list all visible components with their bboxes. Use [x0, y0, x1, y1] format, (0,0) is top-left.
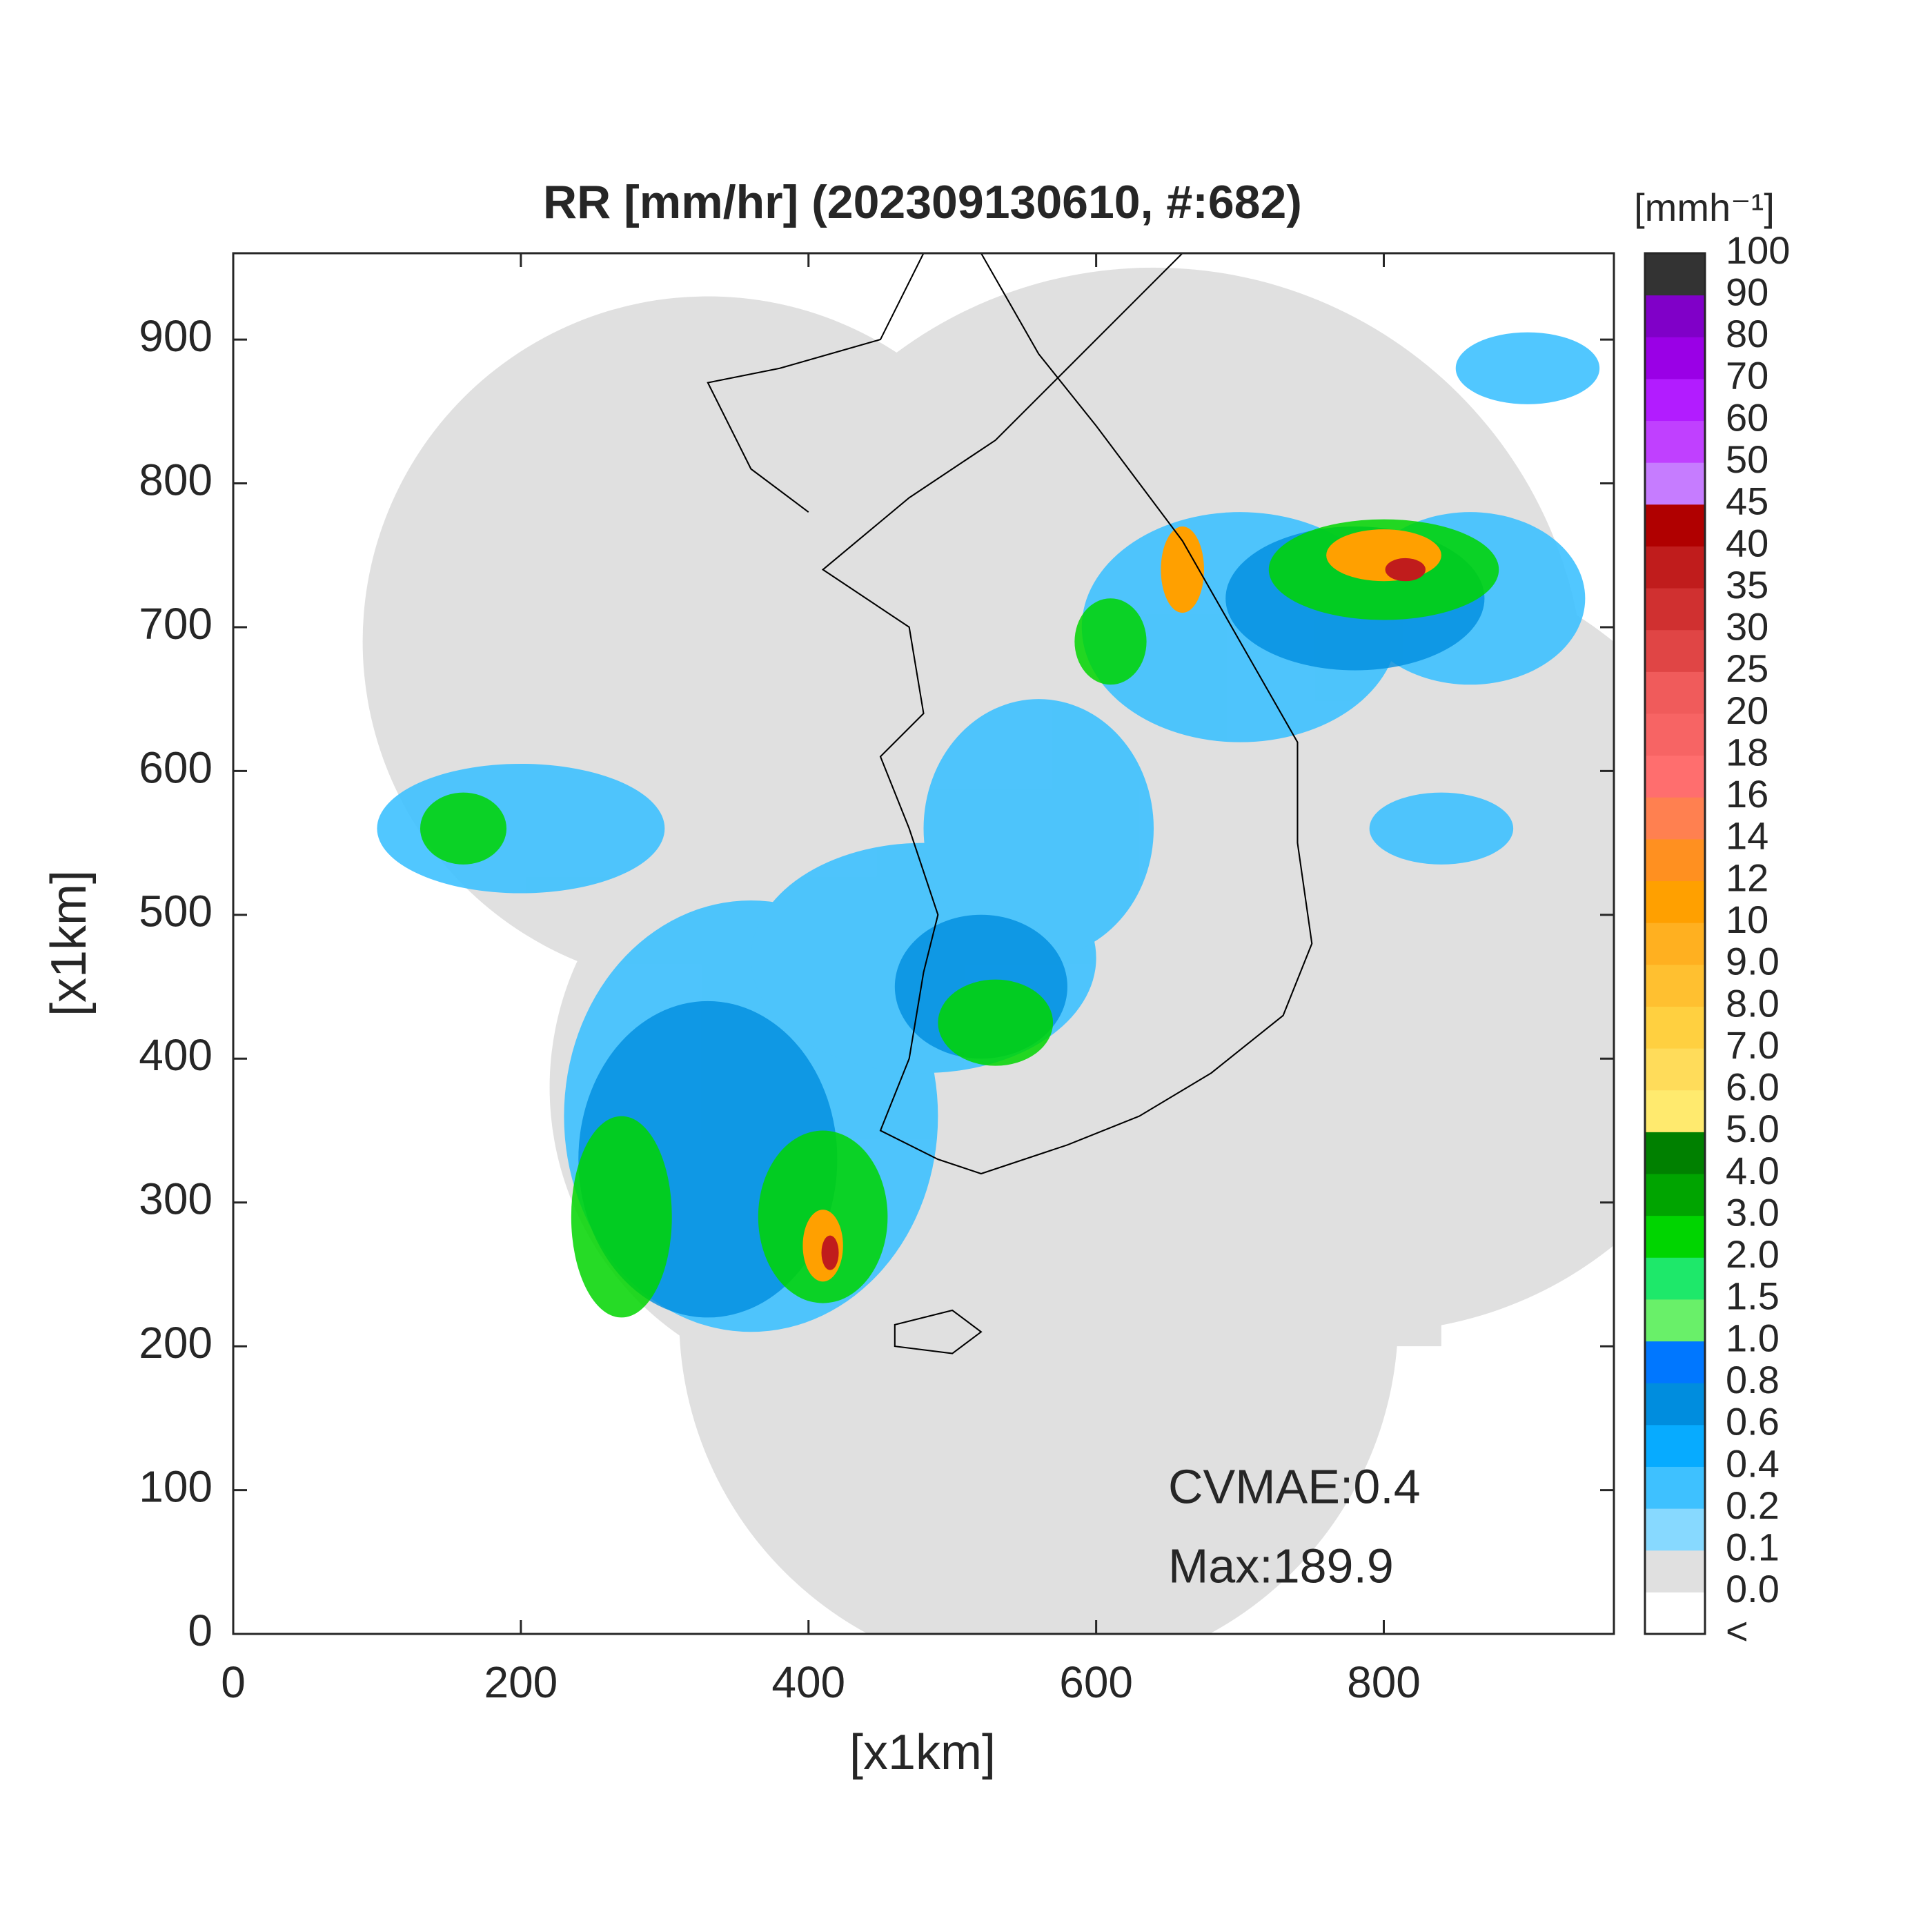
colorbar-label: 10 — [1726, 898, 1768, 941]
colorbar-unit: [mmh⁻¹] — [1634, 186, 1775, 229]
colorbar-label: 0.0 — [1726, 1567, 1780, 1610]
chart-title: RR [mm/hr] (202309130610, #:682) — [543, 176, 1302, 228]
colorbar-label: 0.1 — [1726, 1526, 1780, 1569]
colorbar-label: 70 — [1726, 354, 1768, 397]
y-tick-label: 600 — [139, 742, 213, 792]
rain-extreme — [821, 558, 1426, 1270]
colorbar-band — [1645, 1132, 1705, 1174]
colorbar-label: 0.8 — [1726, 1358, 1780, 1401]
x-tick-label: 0 — [221, 1657, 246, 1707]
colorbar-band — [1645, 1090, 1705, 1132]
colorbar-band — [1645, 1341, 1705, 1383]
colorbar-band — [1645, 1048, 1705, 1091]
colorbar-label: < — [1726, 1609, 1748, 1653]
y-tick-label: 700 — [139, 599, 213, 649]
colorbar-label: 30 — [1726, 605, 1768, 649]
colorbar-band — [1645, 253, 1705, 296]
colorbar-label: 80 — [1726, 312, 1768, 355]
colorbar-frame — [1644, 252, 1706, 1635]
colorbar-label: 5.0 — [1726, 1107, 1780, 1150]
colorbar-label: 6.0 — [1726, 1065, 1780, 1109]
colorbar-band — [1645, 337, 1705, 379]
colorbar-band — [1645, 629, 1705, 672]
colorbar-label: 3.0 — [1726, 1190, 1780, 1234]
x-tick-label: 400 — [771, 1657, 845, 1707]
colorbar-band — [1645, 1215, 1705, 1258]
colorbar-band — [1645, 964, 1705, 1007]
colorbar-label: 8.0 — [1726, 981, 1780, 1025]
y-tick-label: 0 — [188, 1606, 213, 1655]
colorbar-band — [1645, 1550, 1705, 1593]
x-tick-label: 600 — [1059, 1657, 1133, 1707]
colorbar-band — [1645, 880, 1705, 923]
colorbar-label: 2.0 — [1726, 1232, 1780, 1276]
y-tick-label: 900 — [139, 311, 213, 361]
annotation: Max:189.9 — [1168, 1539, 1394, 1593]
colorbar-band — [1645, 797, 1705, 840]
colorbar-label: 0.4 — [1726, 1441, 1780, 1485]
colorbar-band — [1645, 923, 1705, 965]
colorbar-band — [1645, 378, 1705, 422]
x-tick-label: 800 — [1347, 1657, 1421, 1707]
colorbar-band — [1645, 1006, 1705, 1049]
colorbar-band — [1645, 588, 1705, 631]
colorbar-band — [1645, 462, 1705, 505]
colorbar-band — [1645, 713, 1705, 756]
colorbar-band — [1645, 1174, 1705, 1216]
radar-field — [362, 253, 1614, 1634]
coastline — [707, 253, 1313, 1354]
colorbar-label: 1.0 — [1726, 1316, 1780, 1359]
y-tick-label: 300 — [139, 1174, 213, 1224]
colorbar-label: 0.6 — [1726, 1400, 1780, 1443]
colorbar-band — [1645, 1257, 1705, 1300]
colorbar-label: 7.0 — [1726, 1023, 1780, 1067]
colorbar-band — [1645, 420, 1705, 463]
axes-frame — [232, 252, 1615, 1635]
colorbar-label: 4.0 — [1726, 1149, 1780, 1192]
colorbar-label: 35 — [1726, 563, 1768, 607]
colorbar-band — [1645, 1299, 1705, 1342]
colorbar-label: 40 — [1726, 521, 1768, 564]
y-tick-label: 200 — [139, 1318, 213, 1368]
colorbar-label: 16 — [1726, 772, 1768, 816]
colorbar-band — [1645, 546, 1705, 589]
colorbar-label: 1.5 — [1726, 1274, 1780, 1318]
colorbar-label: 100 — [1726, 228, 1790, 272]
colorbar-label: 25 — [1726, 647, 1768, 690]
x-tick-label: 200 — [484, 1657, 558, 1707]
annotation: CVMAE:0.4 — [1168, 1459, 1421, 1513]
colorbar-label: 0.2 — [1726, 1483, 1780, 1527]
colorbar-band — [1645, 671, 1705, 714]
colorbar-band — [1645, 295, 1705, 337]
radar-layer — [362, 253, 1614, 1634]
colorbar-label: 14 — [1726, 814, 1768, 858]
colorbar-label: 18 — [1726, 730, 1768, 773]
colorbar-label: 20 — [1726, 689, 1768, 732]
colorbar-label: 9.0 — [1726, 940, 1780, 983]
colorbar-band — [1645, 1424, 1705, 1467]
colorbar-band — [1645, 504, 1705, 546]
colorbar-band — [1645, 1466, 1705, 1509]
colorbar-label: 12 — [1726, 856, 1768, 899]
y-axis-label: [x1km] — [41, 870, 97, 1016]
colorbar-band — [1645, 1383, 1705, 1426]
colorbar-label: 45 — [1726, 480, 1768, 523]
y-tick-label: 500 — [139, 887, 213, 936]
y-tick-label: 800 — [139, 455, 213, 504]
colorbar-band — [1645, 838, 1705, 882]
y-tick-label: 400 — [139, 1030, 213, 1080]
y-tick-label: 100 — [139, 1461, 213, 1511]
colorbar-band — [1645, 755, 1705, 798]
colorbar-label: 90 — [1726, 270, 1768, 313]
colorbar-band — [1645, 1592, 1705, 1635]
x-axis-label: [x1km] — [849, 1725, 996, 1780]
colorbar-band — [1645, 1508, 1705, 1551]
colorbar-label: 50 — [1726, 437, 1768, 481]
colorbar-label: 60 — [1726, 395, 1768, 439]
